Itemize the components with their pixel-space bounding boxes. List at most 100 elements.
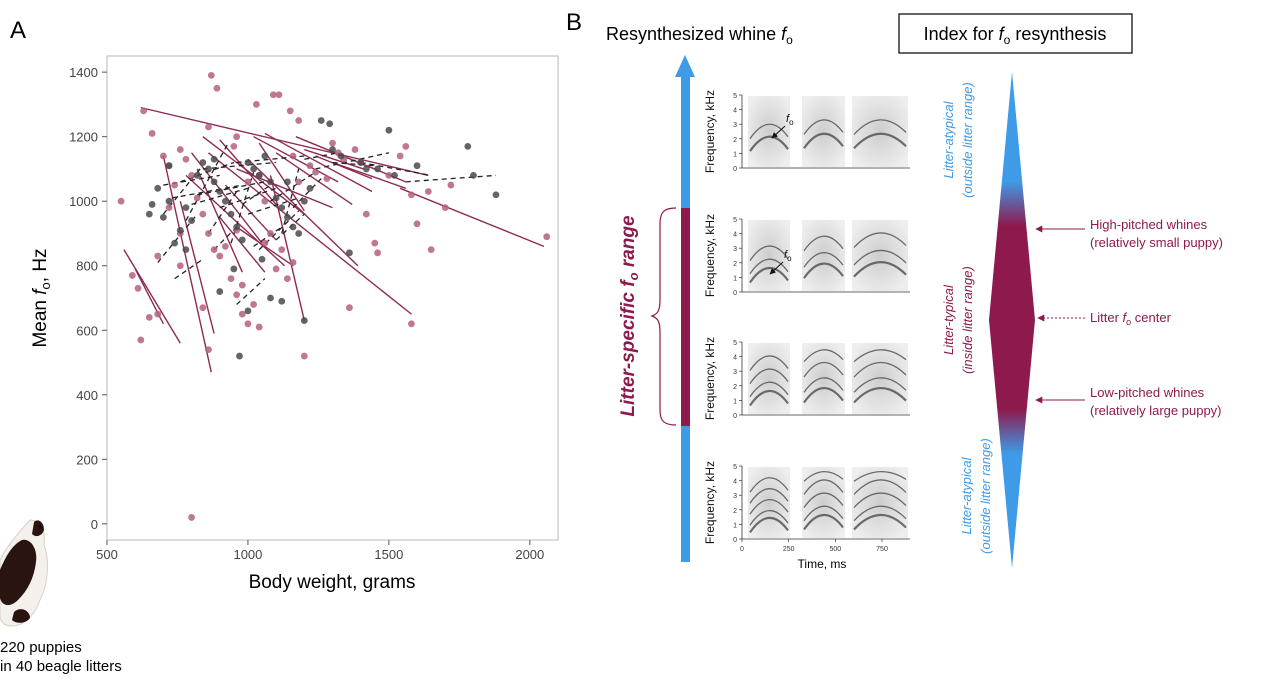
x-tick-label: 1500 bbox=[374, 547, 403, 562]
y-tick-label: 800 bbox=[76, 259, 98, 274]
scatter-point bbox=[210, 246, 218, 254]
harmonic-contour bbox=[803, 386, 844, 404]
spectro-y-tick-label: 2 bbox=[733, 508, 737, 515]
index-diamond bbox=[989, 72, 1035, 568]
spectro-y-tick-label: 2 bbox=[733, 137, 737, 144]
scatter-point bbox=[261, 197, 269, 205]
scatter-point bbox=[165, 197, 173, 205]
dashed-regression-line bbox=[197, 181, 265, 196]
scatter-point bbox=[470, 171, 477, 179]
spectro-y-tick-label: 5 bbox=[733, 217, 737, 224]
atypical-bottom-label-2: (outside litter range) bbox=[978, 438, 993, 554]
pink-regression-line bbox=[315, 155, 373, 180]
y-tick-label: 400 bbox=[76, 388, 98, 403]
scatter-point bbox=[269, 91, 277, 99]
scatter-point bbox=[261, 152, 269, 160]
scatter-point bbox=[272, 265, 280, 273]
harmonic-contour bbox=[803, 377, 844, 393]
scatter-point bbox=[193, 171, 201, 179]
harmonic-contour bbox=[749, 509, 789, 526]
scatter-point bbox=[227, 275, 235, 283]
scatter-point bbox=[210, 178, 218, 186]
dashed-regression-line bbox=[332, 161, 375, 167]
scatter-point bbox=[137, 336, 145, 344]
atypical-bottom-label-1: Litter-atypical bbox=[959, 456, 974, 534]
high-pitched-label-2: (relatively small puppy) bbox=[1090, 235, 1223, 250]
scatter-point bbox=[145, 210, 153, 218]
scatter-point bbox=[216, 252, 224, 260]
scatter-point bbox=[145, 313, 153, 321]
scatter-point bbox=[165, 204, 173, 212]
scatter-point bbox=[286, 107, 294, 115]
scatter-point bbox=[267, 230, 274, 237]
scatter-point bbox=[267, 178, 274, 186]
scatter-point bbox=[176, 226, 184, 234]
plot-frame bbox=[106, 55, 559, 541]
scatter-point bbox=[289, 152, 297, 160]
scatter-point bbox=[326, 120, 334, 128]
scatter-point bbox=[492, 191, 500, 199]
scatter-point bbox=[165, 162, 173, 170]
harmonic-contour bbox=[853, 505, 907, 522]
pink-regression-line bbox=[140, 106, 429, 177]
dashed-regression-line bbox=[202, 161, 277, 170]
dashed-regression-line bbox=[304, 152, 339, 160]
scatter-point bbox=[278, 297, 286, 305]
spectro-x-tick-label: 750 bbox=[876, 546, 888, 553]
scatter-point bbox=[171, 239, 179, 247]
harmonic-contour bbox=[749, 266, 789, 284]
harmonic-contour bbox=[803, 361, 844, 378]
pink-regression-line bbox=[332, 161, 407, 189]
harmonic-contour bbox=[749, 258, 789, 275]
scatter-point bbox=[205, 230, 212, 237]
scatter-point bbox=[255, 171, 263, 179]
spectro-noise bbox=[802, 343, 845, 414]
x-tick-label: 500 bbox=[96, 547, 118, 562]
scatter-point bbox=[272, 194, 280, 202]
fo-arrow bbox=[771, 125, 786, 139]
dashed-regression-line bbox=[219, 187, 277, 209]
scatter-point bbox=[284, 178, 291, 186]
spectro-y-tick-label: 0 bbox=[733, 166, 737, 173]
scatter-point bbox=[188, 217, 195, 224]
harmonic-contour bbox=[853, 249, 907, 266]
scatter-point bbox=[182, 155, 190, 163]
dashed-regression-line bbox=[241, 184, 271, 205]
x-axis-label: Body weight, grams bbox=[249, 572, 416, 593]
spectro-noise bbox=[802, 220, 845, 291]
scatter-point bbox=[238, 310, 246, 318]
y-tick-label: 1000 bbox=[69, 194, 98, 209]
pink-regression-line bbox=[236, 168, 333, 209]
harmonic-contour bbox=[749, 488, 789, 504]
spectrogram-2: 0 1 2 3 4 5 Frequency, kHz fo bbox=[703, 214, 910, 297]
x-tick-label: 1000 bbox=[233, 547, 262, 562]
index-title-text: Index for fo resynthesis bbox=[924, 24, 1107, 47]
spectro-noise bbox=[852, 220, 908, 291]
spectro-y-tick-label: 2 bbox=[733, 261, 737, 268]
spectro-y-tick-label: 1 bbox=[733, 522, 737, 529]
scatter-point bbox=[396, 152, 404, 160]
harmonic-contour bbox=[803, 119, 844, 135]
spectro-x-label: Time, ms bbox=[798, 557, 847, 571]
scatter-point bbox=[227, 210, 235, 218]
scatter-point bbox=[371, 239, 379, 247]
scatter-point bbox=[278, 246, 286, 254]
scatter-point bbox=[117, 197, 125, 205]
scatter-point bbox=[306, 162, 314, 170]
harmonic-contour bbox=[853, 471, 907, 482]
scatter-point bbox=[250, 301, 257, 308]
spectro-noise bbox=[748, 343, 790, 414]
dashed-regression-line bbox=[157, 213, 198, 263]
beagle-puppy-icon bbox=[0, 519, 48, 627]
harmonic-contour bbox=[803, 492, 844, 508]
scatter-point bbox=[329, 139, 336, 147]
spectro-noise bbox=[852, 343, 908, 414]
scatter-point bbox=[182, 246, 190, 254]
dashed-regression-line bbox=[236, 278, 266, 305]
dashed-regression-line bbox=[171, 184, 243, 199]
scatter-point bbox=[329, 146, 336, 153]
scatter-point bbox=[230, 142, 238, 150]
dashed-regression-line bbox=[191, 187, 249, 206]
scatter-points bbox=[117, 71, 551, 521]
